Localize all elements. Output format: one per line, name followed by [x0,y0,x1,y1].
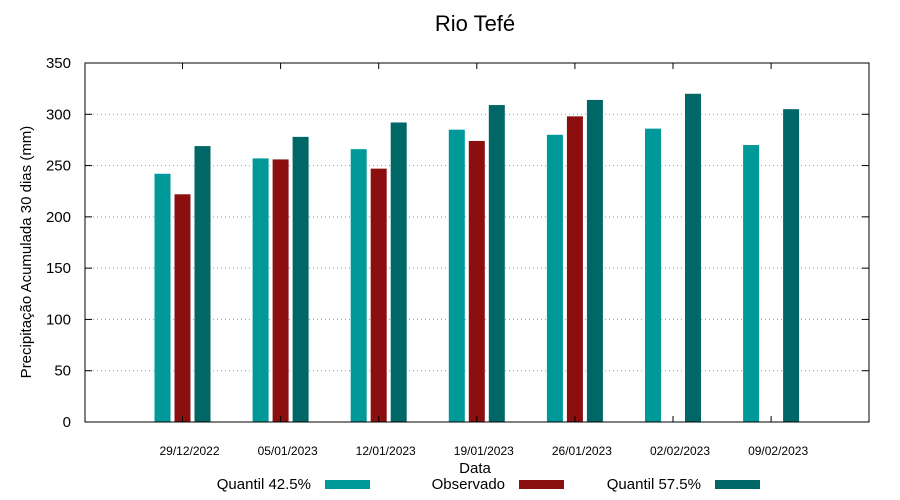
legend: Quantil 42.5% Observado Quantil 57.5% [217,476,760,493]
bar-quantil-42-5--3 [448,129,465,422]
y-tick-label: 250 [46,158,71,175]
bar-quantil-57-5--3 [488,105,505,422]
bar-quantil-57-5--1 [292,136,309,422]
y-axis-label: Precipitação Acumulada 30 dias (mm) [18,126,35,379]
x-tick-label: 12/01/2023 [356,444,416,458]
bar-quantil-42-5--6 [743,145,760,423]
x-tick-label: 05/01/2023 [258,444,318,458]
x-tick-label: 26/01/2023 [552,444,612,458]
bar-quantil-42-5--1 [252,158,269,423]
bar-quantil-57-5--5 [685,93,701,423]
y-tick-label: 0 [63,414,71,431]
y-axis-ticks: 0 50 100 150 200 250 300 350 [46,55,869,431]
bar-quantil-57-5--2 [390,122,407,423]
bar-observado-0 [174,194,191,422]
bar-quantil-42-5--5 [645,128,661,422]
y-tick-label: 150 [46,260,71,277]
bar-quantil-57-5--0 [194,146,211,422]
x-tick-label: 09/02/2023 [748,444,808,458]
bar-quantil-42-5--0 [154,173,171,422]
legend-label: Observado [432,476,505,493]
bar-quantil-57-5--6 [783,109,800,423]
legend-swatch [715,480,760,489]
bar-observado-3 [468,140,485,422]
legend-swatch [325,480,370,489]
bar-quantil-42-5--2 [350,149,367,422]
bar-observado-1 [272,159,289,422]
y-tick-label: 50 [54,363,71,380]
chart-title: Rio Tefé [435,11,515,36]
bar-observado-2 [370,168,387,422]
x-axis-label: Data [459,460,491,477]
x-axis-ticks: 29/12/2022 05/01/2023 12/01/2023 19/01/2023… [159,63,808,458]
y-tick-label: 200 [46,209,71,226]
bar-quantil-57-5--4 [586,99,603,422]
x-tick-label: 29/12/2022 [159,444,219,458]
y-tick-label: 350 [46,55,71,72]
y-tick-label: 300 [46,106,71,123]
legend-label: Quantil 57.5% [607,476,701,493]
bar-observado-4 [566,116,583,422]
bars [154,93,800,423]
bar-quantil-42-5--4 [546,134,563,423]
legend-label: Quantil 42.5% [217,476,311,493]
x-tick-label: 02/02/2023 [650,444,710,458]
x-tick-label: 19/01/2023 [454,444,514,458]
legend-swatch [519,480,564,489]
y-tick-label: 100 [46,311,71,328]
